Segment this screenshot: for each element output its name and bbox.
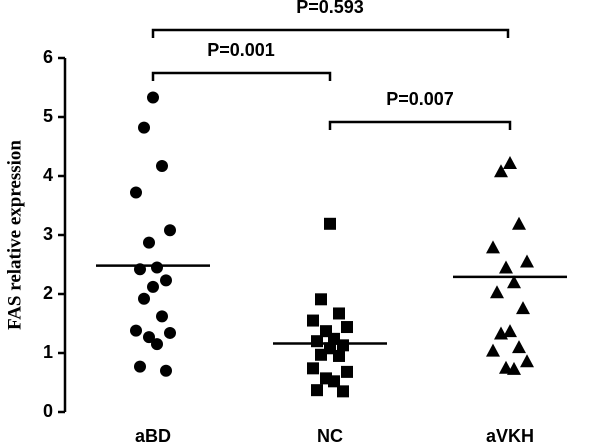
point xyxy=(156,159,168,172)
point xyxy=(512,340,526,354)
point xyxy=(138,292,150,305)
y-tick-label: 6 xyxy=(43,47,53,67)
point xyxy=(160,364,172,377)
point xyxy=(311,384,323,397)
point xyxy=(328,375,340,388)
point xyxy=(138,121,150,134)
point xyxy=(134,360,146,373)
p-value: P=0.593 xyxy=(296,0,364,17)
point xyxy=(311,335,323,348)
point xyxy=(507,361,521,375)
point xyxy=(156,310,168,323)
point xyxy=(315,293,327,306)
point xyxy=(164,326,176,339)
bracket xyxy=(151,28,510,38)
point xyxy=(130,324,142,337)
y-tick-label: 0 xyxy=(43,401,53,421)
y-tick-label: 2 xyxy=(43,283,53,303)
y-tick-label: 3 xyxy=(43,224,53,244)
y-tick-label: 5 xyxy=(43,106,53,126)
point xyxy=(337,339,349,352)
point xyxy=(520,354,534,368)
point xyxy=(486,343,500,357)
point xyxy=(160,274,172,287)
point xyxy=(324,217,336,230)
bracket xyxy=(151,71,332,81)
point xyxy=(341,365,353,378)
x-tick-label: aVKH xyxy=(486,426,534,446)
point xyxy=(315,348,327,361)
x-tick-label: aBD xyxy=(135,426,171,446)
point xyxy=(503,324,517,338)
point xyxy=(307,314,319,327)
y-axis-label: FAS relative expression xyxy=(4,140,25,330)
point xyxy=(503,156,517,170)
p-value: P=0.007 xyxy=(386,89,454,109)
point xyxy=(494,326,508,340)
point xyxy=(147,280,159,293)
point xyxy=(307,362,319,375)
point xyxy=(143,236,155,249)
point xyxy=(333,307,345,320)
point xyxy=(143,331,155,344)
point xyxy=(333,349,345,362)
point xyxy=(507,275,521,289)
point xyxy=(486,240,500,254)
point xyxy=(147,91,159,104)
p-value: P=0.001 xyxy=(207,40,275,60)
point xyxy=(130,186,142,199)
bracket xyxy=(328,120,512,130)
point xyxy=(151,261,163,274)
point xyxy=(516,301,530,315)
y-tick-label: 1 xyxy=(43,342,53,362)
point xyxy=(341,321,353,334)
point xyxy=(337,385,349,398)
point xyxy=(512,216,526,230)
point xyxy=(520,254,534,268)
point xyxy=(494,164,508,178)
point xyxy=(164,224,176,237)
point xyxy=(499,260,513,274)
point xyxy=(151,338,163,351)
y-tick-label: 4 xyxy=(43,165,53,185)
x-tick-label: NC xyxy=(317,426,343,446)
point xyxy=(490,285,504,299)
